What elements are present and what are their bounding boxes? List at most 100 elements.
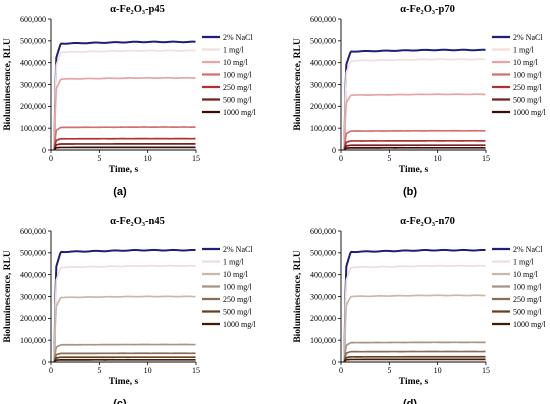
y-axis-label: Bioluminescence, RLU	[293, 250, 303, 342]
y-tick-label: 200,000	[20, 314, 46, 323]
y-tick-label: 300,000	[310, 80, 336, 89]
series-line-7	[53, 358, 196, 363]
legend-label: 100 mg/l	[513, 71, 542, 80]
series-line-6	[343, 144, 486, 151]
series-line-3	[53, 295, 196, 363]
legend-label: 2% NaCl	[223, 33, 253, 42]
series-line-5	[343, 139, 486, 151]
chart-panel-3: α-Fe₂O₃-n45 0 100,000 200,000 300,000 400,000…	[3, 216, 256, 404]
legend-label: 2% NaCl	[513, 33, 543, 42]
legend-label: 100 mg/l	[513, 283, 542, 292]
panel-label: (a)	[113, 186, 127, 198]
legend-label: 10 mg/l	[223, 270, 248, 279]
panel-label: (d)	[403, 398, 417, 404]
legend-label: 500 mg/l	[513, 308, 542, 317]
y-tick-label: 200,000	[310, 102, 336, 111]
x-tick-label: 5	[97, 366, 101, 375]
x-tick-label: 15	[192, 366, 200, 375]
y-tick-label: 0	[332, 358, 336, 367]
y-tick-label: 400,000	[20, 58, 46, 67]
y-tick-label: 200,000	[310, 314, 336, 323]
legend-label: 1000 mg/l	[223, 320, 256, 329]
legend-label: 500 mg/l	[513, 96, 542, 105]
series-line-2	[343, 58, 486, 150]
y-tick-label: 0	[42, 358, 46, 367]
axes	[340, 19, 486, 151]
x-tick-label: 5	[387, 366, 391, 375]
x-tick-label: 10	[144, 154, 152, 163]
series-line-3	[53, 76, 196, 151]
panel-label: (c)	[113, 398, 127, 404]
x-tick-label: 15	[482, 366, 490, 375]
legend-label: 10 mg/l	[513, 58, 538, 67]
x-tick-label: 0	[339, 366, 343, 375]
y-tick-label: 100,000	[310, 124, 336, 133]
x-tick-label: 5	[387, 154, 391, 163]
x-tick-label: 10	[434, 366, 442, 375]
legend-label: 1 mg/l	[513, 46, 534, 55]
x-axis-label: Time, s	[399, 377, 429, 387]
y-tick-label: 300,000	[20, 292, 46, 301]
axes	[50, 231, 196, 363]
x-axis-label: Time, s	[399, 165, 429, 175]
series-line-4	[53, 126, 196, 151]
y-tick-label: 300,000	[310, 292, 336, 301]
legend-label: 1 mg/l	[223, 258, 244, 267]
series-line-6	[53, 143, 196, 151]
series-line-1	[343, 48, 486, 150]
x-tick-label: 0	[339, 154, 343, 163]
series-line-5	[53, 352, 196, 363]
y-tick-label: 300,000	[20, 80, 46, 89]
series-line-1	[53, 40, 196, 150]
series-line-6	[53, 356, 196, 363]
chart-panel-2: α-Fe₂O₃-p70 0 100,000 200,000 300,000 400,000…	[293, 4, 546, 198]
y-tick-label: 600,000	[310, 15, 336, 24]
chart-panel-4: α-Fe₂O₃-n70 0 100,000 200,000 300,000 400,000…	[293, 216, 546, 404]
chart-title: α-Fe₂O₃-n70	[400, 216, 455, 227]
series-line-2	[53, 49, 196, 150]
legend-label: 1000 mg/l	[223, 108, 256, 117]
series-line-4	[343, 341, 486, 363]
series-line-1	[343, 248, 486, 362]
series-line-2	[53, 264, 196, 362]
y-tick-label: 600,000	[20, 15, 46, 24]
x-tick-label: 0	[49, 366, 53, 375]
legend-label: 250 mg/l	[223, 83, 252, 92]
series-line-4	[53, 343, 196, 363]
legend-label: 1000 mg/l	[513, 108, 546, 117]
x-axis-label: Time, s	[109, 377, 139, 387]
legend-label: 500 mg/l	[223, 96, 252, 105]
legend-label: 1000 mg/l	[513, 320, 546, 329]
series-line-3	[343, 93, 486, 151]
legend-label: 100 mg/l	[223, 283, 252, 292]
y-tick-label: 400,000	[310, 270, 336, 279]
y-tick-label: 100,000	[310, 336, 336, 345]
y-tick-label: 400,000	[310, 58, 336, 67]
chart-title: α-Fe₂O₃-p45	[110, 4, 165, 15]
series-line-2	[343, 264, 486, 362]
chart-panel-1: α-Fe₂O₃-p45 0 100,000 200,000 300,000 400,000…	[3, 4, 256, 198]
series-line-7	[53, 146, 196, 151]
y-tick-label: 400,000	[20, 270, 46, 279]
y-tick-label: 500,000	[20, 249, 46, 258]
series-line-1	[53, 248, 196, 362]
series-line-4	[343, 129, 486, 151]
y-tick-label: 100,000	[20, 124, 46, 133]
legend-label: 250 mg/l	[513, 295, 542, 304]
x-tick-label: 15	[192, 154, 200, 163]
series-line-5	[343, 350, 486, 363]
legend-label: 2% NaCl	[513, 245, 543, 254]
chart-title: α-Fe₂O₃-p70	[400, 4, 455, 15]
y-tick-label: 0	[42, 146, 46, 155]
y-axis-label: Bioluminescence, RLU	[3, 250, 13, 342]
y-tick-label: 200,000	[20, 102, 46, 111]
legend-label: 500 mg/l	[223, 308, 252, 317]
legend-label: 250 mg/l	[513, 83, 542, 92]
y-tick-label: 500,000	[310, 37, 336, 46]
axes	[340, 231, 486, 363]
y-tick-label: 600,000	[20, 227, 46, 236]
y-tick-label: 600,000	[310, 227, 336, 236]
x-tick-label: 15	[482, 154, 490, 163]
series-line-7	[343, 146, 486, 151]
